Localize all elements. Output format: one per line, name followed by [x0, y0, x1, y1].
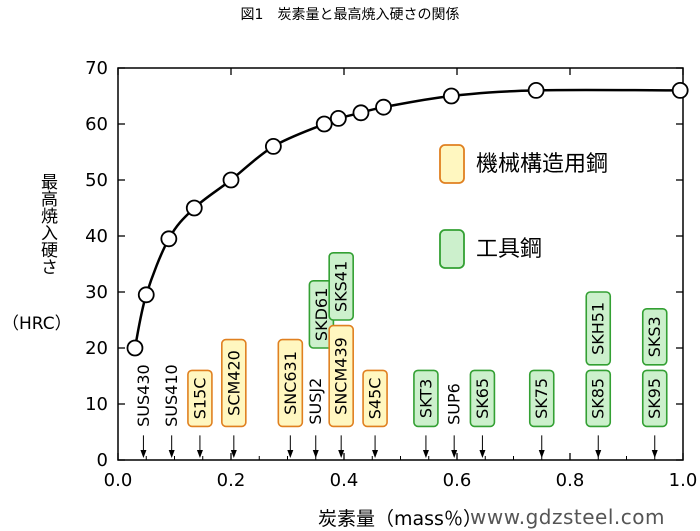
arrow-head [230, 450, 237, 458]
y-tick-label: 60 [85, 114, 108, 135]
legend-swatch [439, 229, 465, 269]
data-point [671, 82, 689, 99]
x-tick-label: 0.4 [330, 470, 359, 491]
steel-label-box [328, 324, 354, 428]
arrow-head [451, 450, 458, 458]
steel-grade-label: SKS3 [645, 316, 664, 357]
arrow-head [595, 450, 602, 458]
arrow-head [287, 450, 294, 458]
steel-grade-label: SKD61 [312, 288, 331, 341]
steel-grade-label: SK75 [532, 378, 551, 419]
legend-label: 工具鋼 [476, 237, 542, 262]
y-tick-label: 50 [85, 170, 108, 191]
arrow-head [479, 450, 486, 458]
arrow-head [312, 450, 319, 458]
steel-grade-label: SK85 [589, 378, 608, 419]
steel-grade-label: S45C [366, 378, 385, 420]
legend-label: 機械構造用鋼 [476, 152, 608, 177]
steel-label-box [641, 307, 668, 366]
chart-title: 図1 炭素量と最高焼入硬さの関係 [240, 7, 460, 23]
data-point [527, 82, 545, 99]
arrow-head [651, 450, 658, 458]
x-tick-label: 0.0 [104, 470, 133, 491]
steel-grade-label: SUS410 [162, 364, 181, 427]
data-point [160, 230, 178, 248]
steel-grade-label: S15C [190, 378, 209, 420]
y-tick-label: 0 [97, 450, 108, 471]
steel-label-box [585, 291, 612, 366]
data-point [126, 339, 144, 357]
y-tick-label: 30 [85, 282, 108, 303]
data-point [222, 171, 240, 189]
steel-grade-label: SUP6 [445, 383, 464, 425]
arrow-head [372, 450, 379, 458]
steel-grade-label: SCM420 [224, 350, 243, 416]
arrow-head [168, 450, 175, 458]
data-point [185, 199, 203, 217]
steel-label-box [528, 369, 555, 428]
watermark: www.gdzsteel.com [470, 505, 665, 529]
data-point [442, 87, 460, 105]
steel-grade-label: SKH51 [589, 302, 608, 355]
steel-grade-label: SKT3 [416, 379, 435, 418]
x-tick-label: 0.6 [443, 470, 472, 491]
y-tick-label: 40 [85, 226, 108, 247]
y-tick-label: 70 [85, 58, 108, 79]
data-point [329, 110, 347, 127]
data-point [315, 115, 333, 133]
steel-label-box [221, 338, 247, 428]
steel-label-box [187, 369, 213, 428]
steel-grade-label: SKS41 [332, 261, 351, 312]
y-axis-unit: （HRC） [2, 314, 72, 334]
steel-grade-label: SUS430 [134, 364, 153, 427]
steel-label-box [585, 369, 612, 428]
steel-grade-label: SUSJ2 [306, 378, 325, 425]
steel-label-box [328, 252, 354, 321]
steel-label-box [413, 369, 439, 428]
y-tick-label: 20 [85, 338, 108, 359]
y-tick-label: 10 [85, 394, 108, 415]
steel-label-box [362, 369, 388, 428]
x-tick-label: 1.0 [669, 470, 698, 491]
data-point [264, 137, 282, 155]
steel-grade-label: SNCM439 [332, 337, 351, 415]
y-axis-label: 最高焼入硬さ [37, 173, 57, 275]
steel-grade-label: SK65 [473, 378, 492, 419]
arrow-head [538, 450, 545, 458]
steel-label-box [469, 369, 496, 428]
data-point [375, 98, 392, 116]
data-point [352, 104, 370, 122]
steel-grade-label: SNC631 [281, 351, 300, 415]
arrow-head [140, 450, 147, 458]
arrow-head [338, 450, 345, 458]
x-tick-label: 0.2 [217, 470, 246, 491]
data-point [137, 286, 155, 304]
arrow-head [196, 450, 203, 458]
steel-grade-label: SK95 [645, 378, 664, 419]
legend-swatch [439, 144, 465, 184]
steel-label-box [641, 369, 668, 428]
steel-label-box [277, 338, 304, 428]
x-tick-label: 0.8 [556, 470, 585, 491]
x-axis-label: 炭素量（mass％） [318, 508, 482, 530]
arrow-head [422, 450, 429, 458]
